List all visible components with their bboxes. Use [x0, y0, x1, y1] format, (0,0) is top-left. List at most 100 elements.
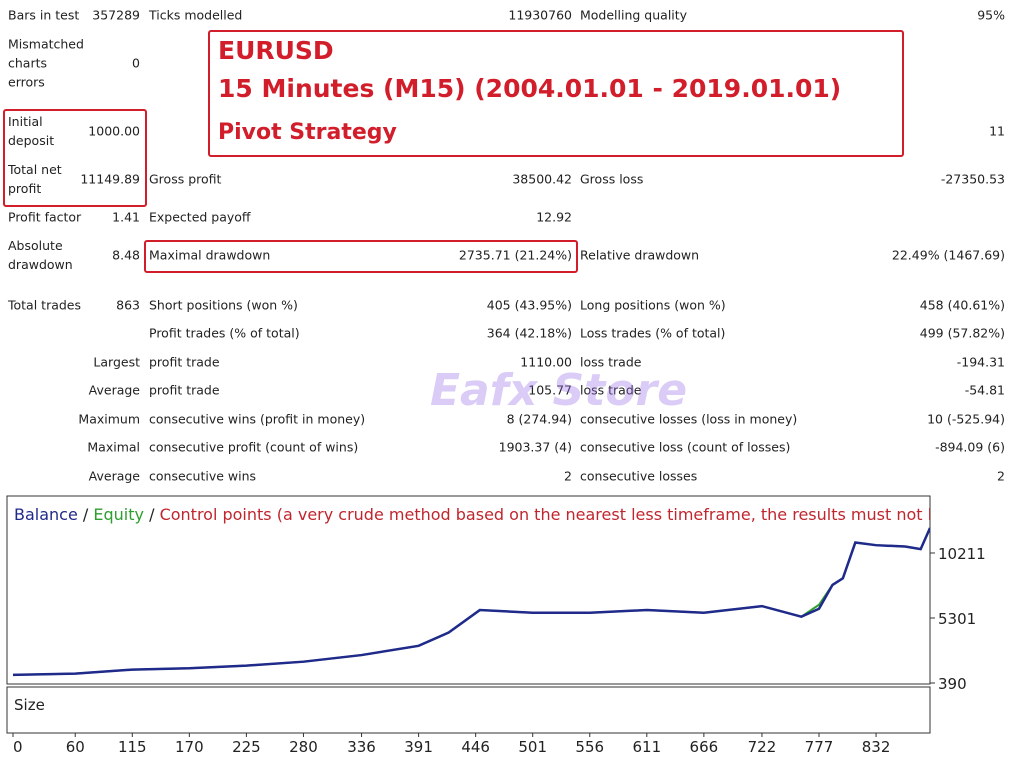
y-tick-label: 10211: [938, 545, 986, 563]
row-prefix: Maximal: [87, 439, 140, 455]
legend-separator: /: [83, 505, 89, 524]
row-label: loss trade: [580, 354, 642, 370]
x-tick-label: 832: [862, 738, 891, 756]
legend-separator: /: [149, 505, 155, 524]
x-tick-label: 777: [805, 738, 834, 756]
y-tick-label: 5301: [938, 610, 976, 628]
row-label: Profit factor: [8, 209, 82, 225]
row-label: consecutive loss (count of losses): [580, 439, 791, 455]
legend-label: Balance: [14, 505, 78, 524]
row-label: Mismatched charts errors: [8, 36, 84, 90]
period: 15 Minutes (M15) (2004.01.01 - 2019.01.0…: [218, 74, 842, 103]
row-label: Absolute drawdown: [8, 238, 73, 272]
row-label: Total net profit: [8, 162, 62, 196]
x-tick-label: 115: [118, 738, 147, 756]
row-label: Initial deposit: [8, 114, 55, 148]
row-value: 22.49% (1467.69): [891, 247, 1005, 263]
legend-note: Control points (a very crude method base…: [160, 505, 995, 524]
size-frame: [6, 686, 931, 734]
row-value: 0: [132, 55, 140, 71]
row-value: 38500.42: [512, 171, 572, 187]
row-value: -194.31: [956, 354, 1005, 370]
x-tick-label: 501: [518, 738, 547, 756]
row-value: 863: [116, 297, 140, 313]
row-value: 357289: [92, 7, 140, 23]
row-value: 458 (40.61%): [919, 297, 1005, 313]
legend-label: Equity: [93, 505, 144, 524]
row-value: 8 (274.94): [506, 411, 572, 427]
row-value: -894.09 (6): [935, 439, 1005, 455]
chart-frame: [6, 495, 931, 685]
row-value: 2: [564, 468, 572, 484]
row-label: Relative drawdown: [580, 247, 700, 263]
row-label: Gross profit: [149, 171, 222, 187]
row-value: 2: [997, 468, 1005, 484]
row-label: Expected payoff: [149, 209, 251, 225]
row-label: Profit trades (% of total): [149, 325, 300, 341]
row-value: 1110.00: [520, 354, 572, 370]
row-label: Loss trades (% of total): [580, 325, 726, 341]
x-tick-label: 170: [175, 738, 204, 756]
row-prefix: Average: [88, 468, 140, 484]
row-value: 1000.00: [88, 123, 140, 139]
row-value: 11149.89: [80, 171, 140, 187]
x-tick-label: 391: [404, 738, 433, 756]
row-label: consecutive profit (count of wins): [149, 439, 359, 455]
row-label: loss trade: [580, 382, 642, 398]
row-value: 105.77: [528, 382, 572, 398]
row-label: consecutive losses: [580, 468, 698, 484]
row-label: consecutive wins (profit in money): [149, 411, 366, 427]
row-value: -27350.53: [940, 171, 1005, 187]
row-prefix: Average: [88, 382, 140, 398]
row-value: 1903.37 (4): [498, 439, 572, 455]
row-value: -54.81: [964, 382, 1005, 398]
row-value: 95%: [977, 7, 1005, 23]
title-box: EURUSD 15 Minutes (M15) (2004.01.01 - 20…: [208, 30, 904, 157]
row-prefix: Maximum: [78, 411, 140, 427]
highlight-box: [3, 109, 147, 207]
watermark: Eafx Store: [430, 365, 688, 416]
row-label: consecutive losses (loss in money): [580, 411, 798, 427]
row-value: 499 (57.82%): [919, 325, 1005, 341]
y-tick-label: 390: [938, 675, 967, 693]
x-tick-label: 446: [461, 738, 490, 756]
highlight-box: [144, 240, 578, 273]
x-tick-label: 611: [632, 738, 661, 756]
row-value: 364 (42.18%): [486, 325, 572, 341]
row-label: Gross loss: [580, 171, 644, 187]
x-tick-label: 556: [575, 738, 604, 756]
row-value: 11930760: [508, 7, 572, 23]
x-tick-label: 225: [232, 738, 261, 756]
row-label: Bars in test: [8, 7, 80, 23]
row-label: Long positions (won %): [580, 297, 726, 313]
row-label: Maximal drawdown: [149, 247, 271, 263]
row-value: 2735.71 (21.24%): [458, 247, 572, 263]
x-tick-label: 722: [748, 738, 777, 756]
series-line: [12, 527, 930, 677]
row-value: 12.92: [536, 209, 572, 225]
row-value: 1.41: [112, 209, 140, 225]
x-tick-label: 0: [13, 738, 23, 756]
row-label: profit trade: [149, 354, 220, 370]
row-label: Ticks modelled: [149, 7, 243, 23]
x-tick-label: 666: [690, 738, 719, 756]
row-label: consecutive wins: [149, 468, 257, 484]
strategy: Pivot Strategy: [218, 120, 397, 145]
x-tick-label: 60: [66, 738, 85, 756]
legend: Balance / Equity / Control points (a ver…: [14, 505, 994, 524]
symbol: EURUSD: [218, 36, 334, 65]
row-label: profit trade: [149, 382, 220, 398]
x-tick-label: 280: [289, 738, 318, 756]
x-tick-label: 336: [347, 738, 376, 756]
size-label: Size: [14, 696, 45, 714]
row-label: Modelling quality: [580, 7, 688, 23]
row-prefix: Largest: [93, 354, 140, 370]
row-label: Total trades: [8, 297, 82, 313]
row-value: 8.48: [112, 247, 140, 263]
row-value: 405 (43.95%): [486, 297, 572, 313]
row-value: 10 (-525.94): [927, 411, 1005, 427]
row-label: Short positions (won %): [149, 297, 298, 313]
row-value: 11: [989, 123, 1005, 139]
